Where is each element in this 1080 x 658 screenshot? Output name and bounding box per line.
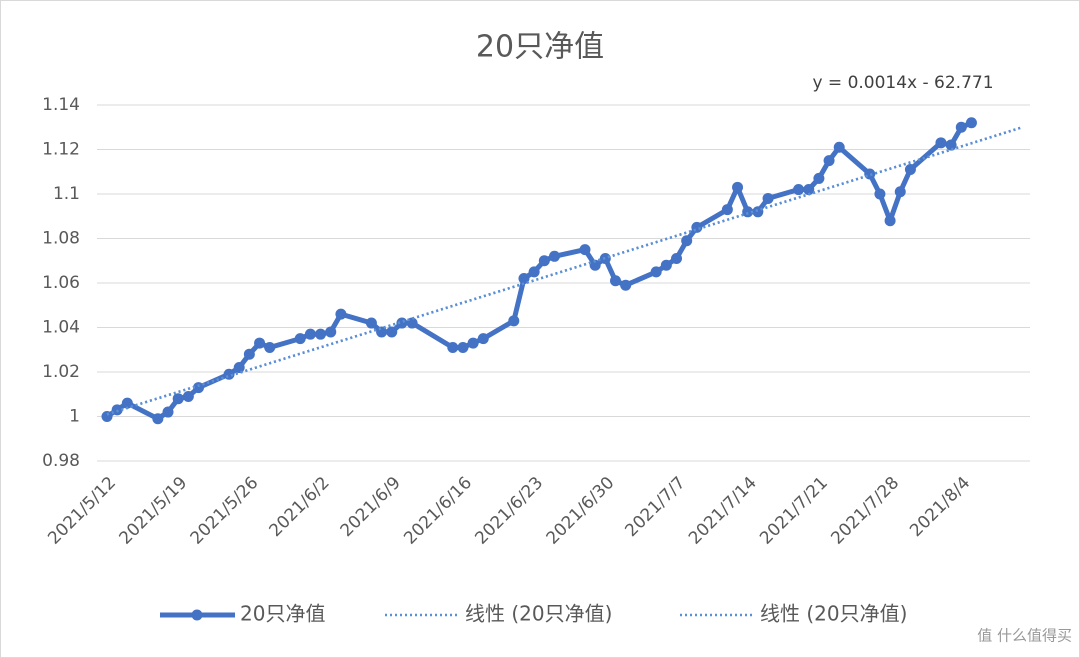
marker <box>243 348 255 360</box>
marker <box>620 279 632 291</box>
y-tick-label: 1.08 <box>42 229 80 249</box>
marker <box>101 411 113 422</box>
marker <box>793 184 805 196</box>
marker <box>864 168 876 180</box>
marker <box>457 342 469 354</box>
legend-label: 线性 (20只净值) <box>760 602 907 626</box>
marker <box>884 215 896 227</box>
marker <box>548 250 560 262</box>
y-tick-label: 1.02 <box>42 362 80 382</box>
marker <box>325 326 337 338</box>
marker <box>386 326 398 338</box>
marker <box>376 326 388 338</box>
marker <box>579 244 591 256</box>
marker <box>823 155 835 167</box>
y-tick-label: 1.12 <box>42 140 80 160</box>
legend-marker <box>191 609 203 621</box>
y-tick-label: 1 <box>69 407 80 427</box>
marker <box>813 172 825 184</box>
legend-label: 线性 (20只净值) <box>465 602 612 626</box>
marker <box>732 181 744 193</box>
marker <box>803 184 815 196</box>
marker <box>447 342 459 354</box>
marker <box>508 315 520 327</box>
marker <box>589 259 601 271</box>
marker <box>965 117 977 129</box>
marker <box>121 397 133 409</box>
marker <box>315 328 327 340</box>
marker <box>935 137 947 149</box>
trend-equation: y = 0.0014x - 62.771 <box>812 73 993 93</box>
marker <box>365 317 377 329</box>
marker <box>294 333 306 345</box>
marker <box>162 406 174 418</box>
marker <box>193 382 205 394</box>
marker <box>467 337 479 349</box>
marker <box>945 139 957 151</box>
marker <box>528 266 540 278</box>
marker <box>894 186 906 198</box>
marker <box>955 121 967 133</box>
marker <box>874 188 886 200</box>
marker <box>650 266 662 278</box>
marker <box>152 413 164 425</box>
chart-title: 20只净值 <box>476 30 604 65</box>
marker <box>223 368 235 380</box>
marker <box>681 235 693 247</box>
marker <box>671 253 683 265</box>
marker <box>599 253 611 265</box>
marker <box>660 259 672 271</box>
marker <box>233 362 245 374</box>
marker <box>762 192 774 204</box>
marker <box>304 328 316 340</box>
marker <box>691 221 703 233</box>
marker <box>396 317 408 329</box>
marker <box>182 390 194 402</box>
y-tick-label: 0.98 <box>42 451 80 471</box>
marker <box>172 393 184 405</box>
marker <box>538 255 550 267</box>
marker <box>904 164 916 176</box>
marker <box>477 333 489 345</box>
legend-label: 20只净值 <box>240 602 325 626</box>
marker <box>335 308 347 320</box>
marker <box>610 275 621 287</box>
y-tick-label: 1.06 <box>42 273 80 293</box>
y-tick-label: 1.1 <box>53 184 80 204</box>
marker <box>833 141 845 153</box>
marker <box>518 273 530 285</box>
watermark: 值 什么值得买 <box>977 627 1072 645</box>
marker <box>254 337 266 349</box>
y-tick-label: 1.04 <box>42 318 80 338</box>
marker <box>742 206 754 218</box>
y-tick-label: 1.14 <box>42 95 80 115</box>
marker <box>721 204 733 216</box>
marker <box>264 342 276 354</box>
